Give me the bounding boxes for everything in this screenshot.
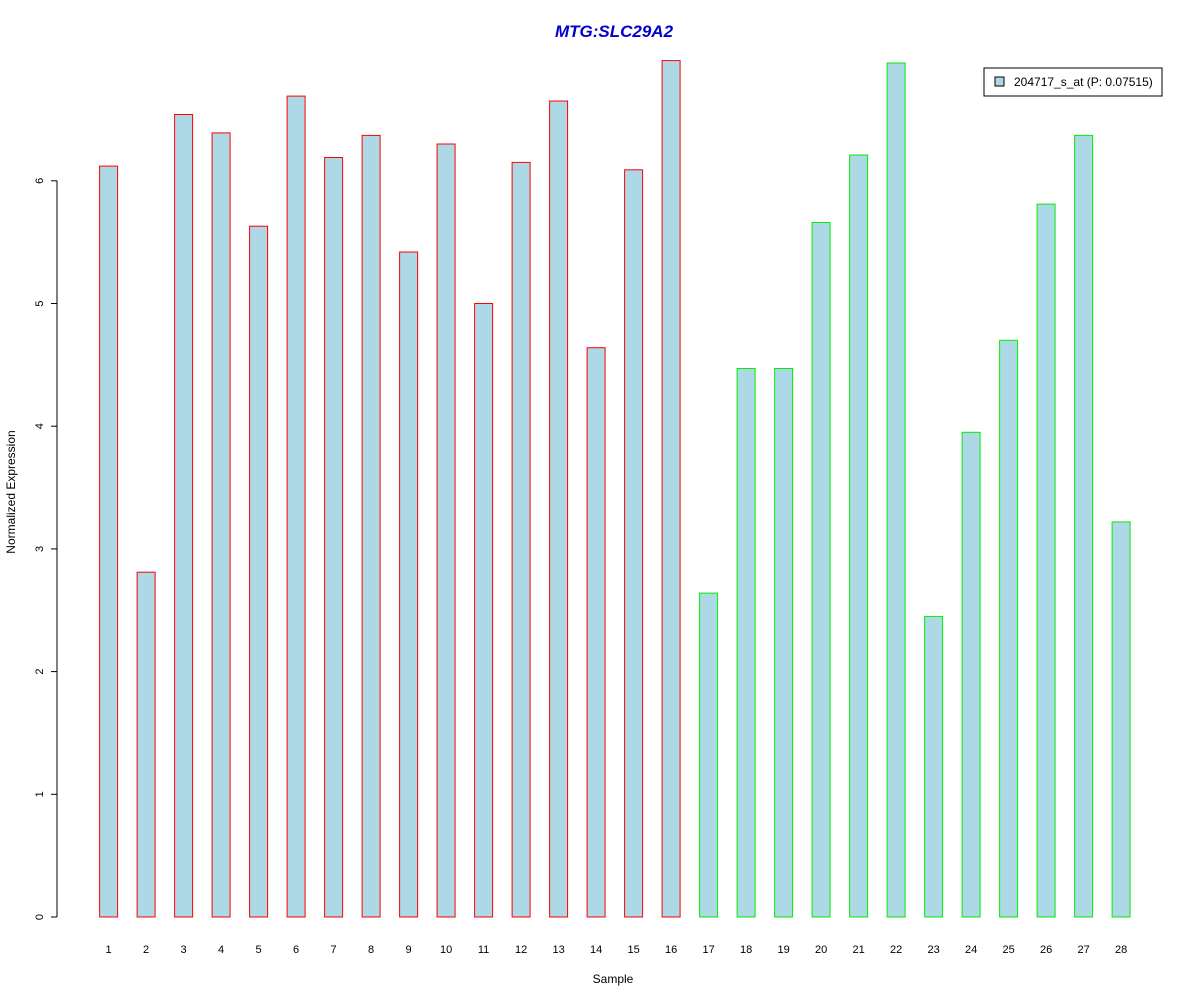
bar-sample-24 — [961, 431, 981, 918]
x-tick-label: 21 — [852, 944, 864, 956]
x-tick-label: 13 — [552, 944, 564, 956]
x-tick-label: 8 — [368, 944, 374, 956]
bar-sample-21 — [849, 154, 869, 918]
x-tick-label: 23 — [927, 944, 939, 956]
x-axis-label: Sample — [593, 972, 634, 986]
y-tick-label: 4 — [34, 423, 46, 429]
bar-sample-18 — [736, 368, 756, 918]
bar-sample-12 — [511, 161, 531, 918]
bar-sample-7 — [324, 157, 344, 918]
bar-sample-3 — [174, 114, 194, 918]
bar-sample-5 — [249, 225, 269, 918]
bar-sample-22 — [886, 62, 906, 918]
x-tick-label: 1 — [106, 944, 112, 956]
bar-sample-9 — [399, 251, 419, 918]
x-tick-label: 12 — [515, 944, 527, 956]
legend-label: 204717_s_at (P: 0.07515) — [1014, 75, 1153, 89]
bar-sample-16 — [661, 60, 681, 918]
legend: 204717_s_at (P: 0.07515) — [983, 67, 1163, 97]
bar-sample-26 — [1036, 203, 1056, 918]
x-tick-label: 22 — [890, 944, 902, 956]
x-tick-label: 14 — [590, 944, 602, 956]
bar-sample-14 — [586, 347, 606, 918]
bar-sample-20 — [811, 222, 831, 918]
bar-sample-1 — [99, 165, 119, 918]
bar-sample-17 — [699, 592, 719, 918]
x-tick-label: 9 — [406, 944, 412, 956]
bar-sample-11 — [474, 303, 494, 918]
x-tick-label: 2 — [143, 944, 149, 956]
x-tick-label: 11 — [478, 944, 489, 956]
x-tick-labels: 1 2 3 4 5 6 7 8 9 10 11 12 13 14 15 16 17 18 19 20 21 22 23 24 2… — [106, 944, 1128, 956]
bar-sample-15 — [624, 169, 644, 918]
bar-sample-6 — [286, 95, 306, 918]
bar-sample-23 — [924, 615, 944, 918]
bar-sample-25 — [999, 339, 1019, 918]
x-tick-label: 17 — [702, 944, 714, 956]
x-tick-label: 10 — [440, 944, 452, 956]
legend-box — [983, 67, 1163, 97]
x-tick-label: 25 — [1002, 944, 1014, 956]
x-tick-label: 19 — [777, 944, 789, 956]
bar-sample-2 — [136, 571, 156, 918]
x-tick-label: 7 — [331, 944, 337, 956]
x-tick-label: 18 — [740, 944, 752, 956]
bars-group — [99, 60, 1131, 918]
bar-sample-10 — [436, 143, 456, 918]
bar-sample-28 — [1111, 521, 1131, 918]
x-tick-label: 3 — [181, 944, 187, 956]
x-tick-label: 24 — [965, 944, 977, 956]
bar-sample-13 — [549, 100, 569, 918]
y-tick-label: 5 — [34, 300, 46, 306]
y-tick-label: 1 — [34, 791, 46, 797]
x-tick-label: 4 — [218, 944, 224, 956]
y-tick-label: 2 — [34, 669, 46, 675]
x-tick-label: 15 — [627, 944, 639, 956]
x-tick-label: 6 — [293, 944, 299, 956]
bar-sample-8 — [361, 134, 381, 918]
bar-sample-4 — [211, 132, 231, 918]
x-tick-label: 27 — [1077, 944, 1089, 956]
y-tick-label: 3 — [34, 546, 46, 552]
x-tick-label: 16 — [665, 944, 677, 956]
x-tick-label: 28 — [1115, 944, 1127, 956]
y-tick-label: 6 — [34, 178, 46, 184]
x-tick-label: 26 — [1040, 944, 1052, 956]
bar-sample-27 — [1074, 134, 1094, 918]
bar-sample-19 — [774, 368, 794, 918]
x-tick-label: 20 — [815, 944, 827, 956]
y-axis: 0 1 2 3 4 5 6 — [34, 178, 58, 920]
chart-title: MTG:SLC29A2 — [555, 22, 674, 41]
x-tick-label: 5 — [256, 944, 262, 956]
y-tick-label: 0 — [34, 914, 46, 920]
y-axis-label: Normalized Expression — [4, 430, 18, 553]
legend-swatch — [994, 76, 1005, 87]
